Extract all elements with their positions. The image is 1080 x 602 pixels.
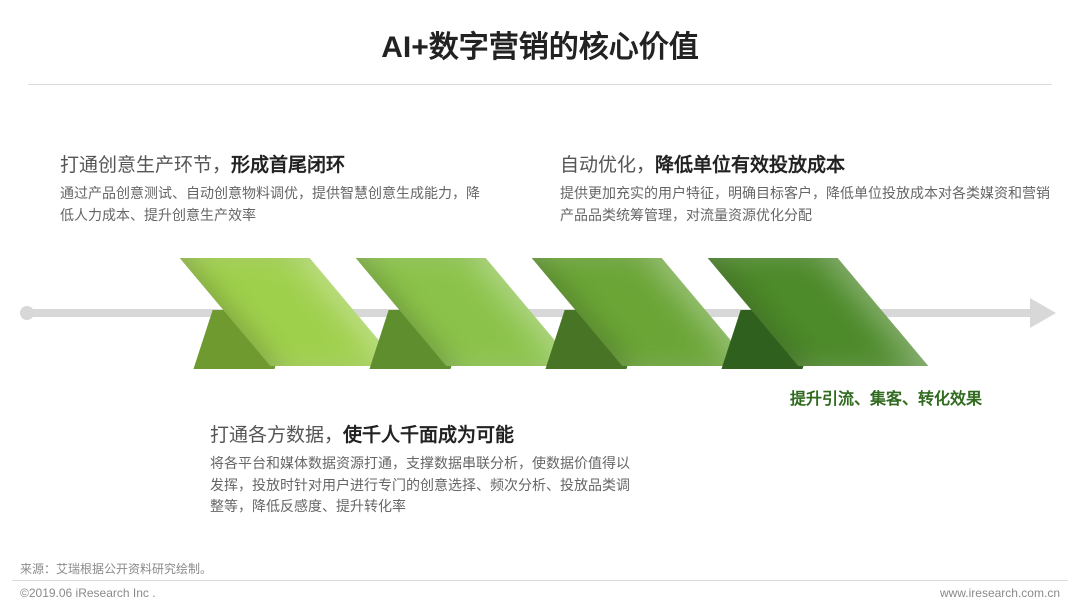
block-bottom-body: 将各平台和媒体数据资源打通，支撑数据串联分析，使数据价值得以发挥，投放时针对用户… [210, 453, 640, 518]
block-bottom: 打通各方数据，使千人千面成为可能 将各平台和媒体数据资源打通，支撑数据串联分析，… [210, 420, 640, 518]
ribbon-caption: 提升引流、集客、转化效果 [790, 385, 982, 409]
block-bottom-heading-bold: 使千人千面成为可能 [343, 425, 514, 446]
source-note: 来源：艾瑞根据公开资料研究绘制。 [20, 560, 212, 577]
page-root: AI+数字营销的核心价值 打通创意生产环节，形成首尾闭环 通过产品创意测试、自动… [0, 0, 1080, 602]
footer-url: www.iresearch.com.cn [940, 586, 1060, 600]
footer-rule [12, 580, 1068, 581]
block-bottom-heading-normal: 打通各方数据， [210, 425, 343, 446]
footer-copyright: ©2019.06 iResearch Inc . [20, 586, 156, 600]
block-bottom-heading: 打通各方数据，使千人千面成为可能 [210, 420, 640, 447]
